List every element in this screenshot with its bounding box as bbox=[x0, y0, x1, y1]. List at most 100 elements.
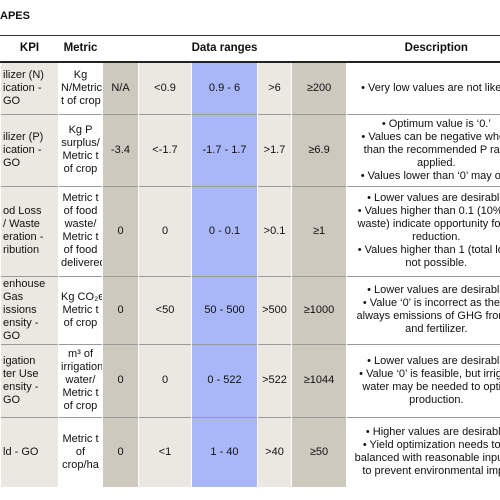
range-cell: 0 - 522 bbox=[191, 343, 258, 417]
header-cell: KPI bbox=[0, 35, 59, 63]
page-title: APES bbox=[0, 10, 30, 22]
kpi-cell: ilizer (P) ication - GO bbox=[0, 113, 59, 186]
range-cell: ≥6.9 bbox=[290, 113, 347, 186]
description-line: production. bbox=[409, 393, 464, 406]
range-cell: 0 bbox=[102, 343, 139, 417]
range-cell: 50 - 500 bbox=[191, 275, 258, 344]
table-body: ilizer (N) ication - GO Kg N/Metric t of crop… bbox=[0, 61, 500, 487]
metric-line: Kg P bbox=[68, 124, 93, 136]
metric-line: of crop bbox=[63, 400, 98, 412]
range-cell: -1.7 - 1.7 bbox=[191, 113, 258, 186]
kpi-line: ter Use bbox=[3, 367, 39, 380]
range-cell: 0 bbox=[138, 185, 192, 276]
range-cell: 0 bbox=[138, 343, 192, 417]
kpi-line: ilizer (P) bbox=[3, 130, 44, 143]
kpi-line: GO bbox=[3, 94, 21, 107]
range-cell: ≥200 bbox=[290, 61, 347, 114]
range-cell: <-1.7 bbox=[138, 113, 192, 186]
metric-line: of crop bbox=[63, 316, 98, 329]
metric-cell: m³ of irrigation water/Metric t of crop bbox=[58, 343, 103, 417]
description-cell: • Lower values are desirable • Value ‘0’ … bbox=[346, 275, 500, 344]
description-line: • Lower values are desirable bbox=[367, 284, 500, 296]
metric-line: irrigation bbox=[61, 361, 103, 373]
kpi-table: KPI Metric Data ranges Description ilizer (… bbox=[0, 35, 500, 487]
table-row: igation ter Use ensity - GO m³ of irrigation w… bbox=[0, 343, 500, 417]
description-cell: • Very low values are not likely. bbox=[346, 61, 500, 114]
kpi-line: eration - bbox=[3, 231, 44, 243]
description-line: • Values higher than 1 (total loss bbox=[357, 244, 500, 256]
range-cell: >1.7 bbox=[257, 113, 292, 186]
kpi-line: ensity - bbox=[3, 316, 39, 329]
metric-line: m³ of bbox=[67, 348, 94, 360]
range-cell: 0.9 - 6 bbox=[191, 61, 258, 114]
range-cell: >0.1 bbox=[257, 185, 292, 276]
header-row: KPI Metric Data ranges Description bbox=[0, 35, 500, 63]
range-cell: >6 bbox=[257, 61, 292, 114]
metric-cell: Metric t of crop/ha bbox=[58, 416, 103, 487]
kpi-line: Gas bbox=[3, 290, 24, 303]
kpi-line: od Loss bbox=[3, 205, 42, 217]
description-cell: • Optimum value is ‘0.’ • Values can be n… bbox=[346, 113, 500, 186]
description-line: always emissions of GHG from s bbox=[356, 310, 500, 322]
kpi-line: GO bbox=[3, 329, 21, 342]
metric-line: Metric t bbox=[62, 231, 99, 243]
metric-line: Metric t bbox=[62, 387, 99, 399]
description-line: • Higher values are desirable bbox=[365, 426, 500, 439]
kpi-line: ld - GO bbox=[3, 445, 39, 458]
kpi-line: GO bbox=[3, 393, 21, 406]
range-cell: <0.9 bbox=[138, 61, 192, 114]
description-line: • Values can be negative when bbox=[361, 130, 500, 143]
description-line: • Values lower than ‘0’ may occ bbox=[360, 169, 500, 182]
kpi-cell: enhouse Gas issions ensity - GO bbox=[0, 275, 59, 344]
metric-line: water/ bbox=[65, 374, 96, 386]
description-line: balanced with reasonable input le bbox=[354, 452, 500, 465]
range-cell: -3.4 bbox=[102, 113, 139, 186]
description-line: than the recommended P rate bbox=[363, 143, 500, 156]
kpi-cell: ld - GO bbox=[0, 416, 59, 487]
kpi-line: / Waste bbox=[3, 218, 40, 230]
metric-line: waste/ bbox=[64, 218, 97, 230]
description-line: • Values higher than 0.1 (10% fo bbox=[357, 205, 500, 217]
kpi-line: ication - bbox=[3, 81, 42, 94]
description-line: • Yield optimization needs to b bbox=[362, 439, 500, 452]
metric-line: of bbox=[75, 445, 86, 458]
description-cell: • Higher values are desirable • Yield opt… bbox=[346, 416, 500, 487]
kpi-cell: igation ter Use ensity - GO bbox=[0, 343, 59, 417]
table-row: ilizer (N) ication - GO Kg N/Metric t of crop… bbox=[0, 61, 500, 114]
kpi-line: ribution bbox=[3, 244, 40, 256]
description-line: • Value ‘0’ is feasible, but irrigati bbox=[359, 367, 500, 380]
metric-cell: Metric t of food waste/Metric t of food deli… bbox=[58, 185, 103, 276]
kpi-line: GO bbox=[3, 156, 21, 169]
range-cell: >500 bbox=[257, 275, 292, 344]
metric-line: Kg CO₂e/ bbox=[61, 290, 103, 303]
range-cell: N/A bbox=[102, 61, 139, 114]
description-line: applied. bbox=[417, 156, 456, 169]
header-cell: Metric bbox=[58, 35, 103, 63]
range-cell: ≥1044 bbox=[290, 343, 347, 417]
range-cell: ≥1000 bbox=[290, 275, 347, 344]
metric-line: Metric t bbox=[62, 432, 99, 445]
metric-line: N/Metric bbox=[61, 81, 102, 94]
table-row: ld - GO Metric t of crop/ha 0 <1 1 - 40 >40 ≥50 •… bbox=[0, 416, 500, 487]
kpi-line: enhouse bbox=[3, 277, 46, 290]
description-line: • Very low values are not likely. bbox=[361, 81, 500, 94]
metric-line: Kg bbox=[73, 68, 88, 81]
description-line: to prevent environmental impa bbox=[362, 465, 500, 478]
metric-line: of food bbox=[63, 244, 98, 256]
metric-line: of food bbox=[63, 205, 98, 217]
range-cell: <50 bbox=[138, 275, 192, 344]
description-line: waste) indicate opportunity for w bbox=[357, 218, 500, 230]
kpi-cell: od Loss / Waste eration - ribution bbox=[0, 185, 59, 276]
metric-line: Metric t bbox=[62, 150, 99, 162]
range-cell: 0 bbox=[102, 275, 139, 344]
description-line: not possible. bbox=[405, 257, 468, 269]
description-line: reduction. bbox=[412, 231, 461, 243]
range-cell: <1 bbox=[138, 416, 192, 487]
metric-line: surplus/ bbox=[61, 137, 100, 149]
kpi-cell: ilizer (N) ication - GO bbox=[0, 61, 59, 114]
description-cell: • Lower values are desirable • Values hig… bbox=[346, 185, 500, 276]
